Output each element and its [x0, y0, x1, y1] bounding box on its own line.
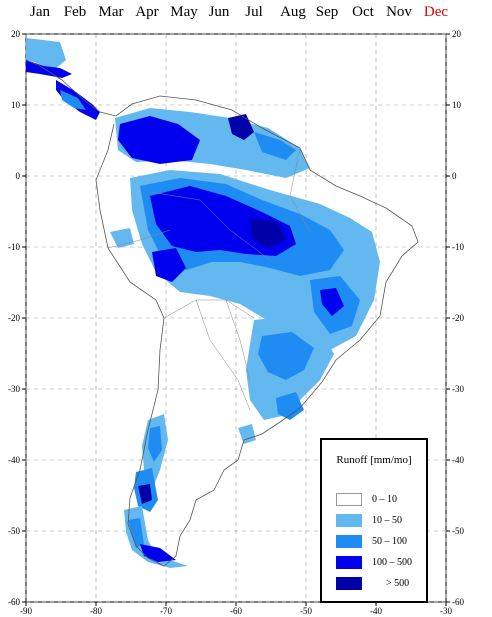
- legend-label: 0 – 10: [372, 494, 397, 505]
- legend-label: > 500: [386, 578, 410, 589]
- lat-tick-label-right: 20: [452, 29, 462, 39]
- lat-tick-label-left: -30: [8, 384, 20, 394]
- lat-tick-label-left: 10: [11, 100, 21, 110]
- legend-swatch: [336, 535, 362, 548]
- lat-tick-label-left: -60: [8, 597, 20, 607]
- legend-item: 10 – 50: [336, 513, 424, 529]
- lat-tick-label-left: -50: [8, 526, 20, 536]
- runoff-legend: Runoff [mm/mo] 0 – 10 10 – 50 50 – 100 1…: [320, 438, 428, 603]
- month-oct[interactable]: Oct: [352, 4, 374, 20]
- lat-tick-label-right: 10: [452, 100, 462, 110]
- month-selector: Jan Feb Mar Apr May Jun Jul Aug Sep Oct …: [0, 0, 492, 30]
- month-jan[interactable]: Jan: [30, 4, 50, 20]
- runoff-regions: [26, 38, 380, 568]
- lon-tick-label: -50: [300, 606, 312, 616]
- legend-label: 10 – 50: [372, 515, 402, 526]
- legend-title: Runoff [mm/mo]: [336, 454, 412, 466]
- legend-label: 100 – 500: [372, 557, 412, 568]
- lat-tick-label-left: 0: [16, 171, 21, 181]
- lat-tick-label-right: -40: [452, 455, 464, 465]
- lon-tick-label: -40: [370, 606, 382, 616]
- lon-tick-label: -90: [20, 606, 32, 616]
- lat-tick-label-right: -50: [452, 526, 464, 536]
- legend-swatch: [336, 577, 362, 590]
- lat-tick-label-left: 20: [11, 29, 21, 39]
- lon-tick-label: -60: [230, 606, 242, 616]
- legend-label: 50 – 100: [372, 536, 407, 547]
- lat-tick-label-left: -40: [8, 455, 20, 465]
- month-mar[interactable]: Mar: [98, 4, 124, 20]
- legend-item: 100 – 500: [336, 555, 424, 571]
- month-dec[interactable]: Dec: [423, 4, 449, 20]
- month-jun[interactable]: Jun: [208, 4, 230, 20]
- lon-tick-label: -30: [440, 606, 452, 616]
- month-may[interactable]: May: [170, 4, 198, 20]
- lat-tick-label-left: -20: [8, 313, 20, 323]
- lat-tick-label-right: -20: [452, 313, 464, 323]
- lat-tick-label-right: -30: [452, 384, 464, 394]
- legend-item: 0 – 10: [336, 492, 424, 508]
- lat-tick-label-right: -10: [452, 242, 464, 252]
- lat-tick-label-left: -10: [8, 242, 20, 252]
- month-nov[interactable]: Nov: [386, 4, 412, 20]
- axis-labels: -90 -80 -70 -60 -50 -40 -30 20 20 10 10 0 0 -10 -10 -20…: [8, 29, 464, 616]
- legend-item: 50 – 100: [336, 534, 424, 550]
- legend-swatch: [336, 493, 362, 506]
- lat-tick-label-right: -60: [452, 597, 464, 607]
- month-jul[interactable]: Jul: [245, 4, 263, 20]
- legend-item: > 500: [336, 576, 424, 592]
- legend-swatch: [336, 514, 362, 527]
- lon-tick-label: -80: [90, 606, 102, 616]
- legend-swatch: [336, 556, 362, 569]
- coastline: [25, 59, 419, 567]
- lat-tick-label-right: 0: [452, 171, 457, 181]
- month-apr[interactable]: Apr: [135, 4, 159, 20]
- month-sep[interactable]: Sep: [315, 4, 339, 20]
- month-feb[interactable]: Feb: [63, 4, 87, 20]
- lon-tick-label: -70: [160, 606, 172, 616]
- month-aug[interactable]: Aug: [280, 4, 306, 20]
